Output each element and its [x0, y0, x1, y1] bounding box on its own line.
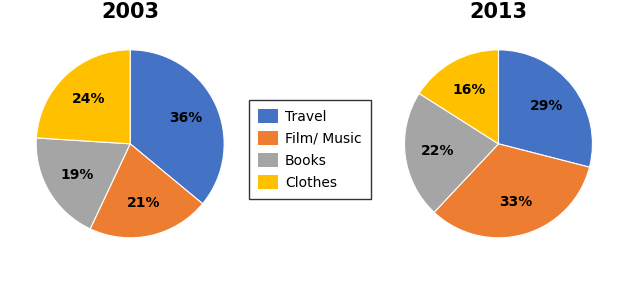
Text: 33%: 33% — [499, 195, 532, 210]
Text: 36%: 36% — [169, 111, 202, 125]
Wedge shape — [498, 50, 592, 167]
Title: 2003: 2003 — [101, 2, 159, 22]
Legend: Travel, Film/ Music, Books, Clothes: Travel, Film/ Music, Books, Clothes — [249, 100, 371, 199]
Text: 19%: 19% — [61, 168, 94, 182]
Wedge shape — [419, 50, 498, 144]
Text: 16%: 16% — [452, 83, 486, 97]
Text: 29%: 29% — [530, 99, 563, 113]
Text: 22%: 22% — [421, 144, 455, 158]
Title: 2013: 2013 — [469, 2, 528, 22]
Wedge shape — [130, 50, 224, 204]
Wedge shape — [404, 93, 498, 212]
Text: 24%: 24% — [72, 92, 105, 106]
Wedge shape — [90, 144, 203, 238]
Wedge shape — [434, 144, 589, 238]
Wedge shape — [36, 50, 130, 144]
Text: 21%: 21% — [127, 197, 160, 210]
Wedge shape — [36, 138, 130, 229]
